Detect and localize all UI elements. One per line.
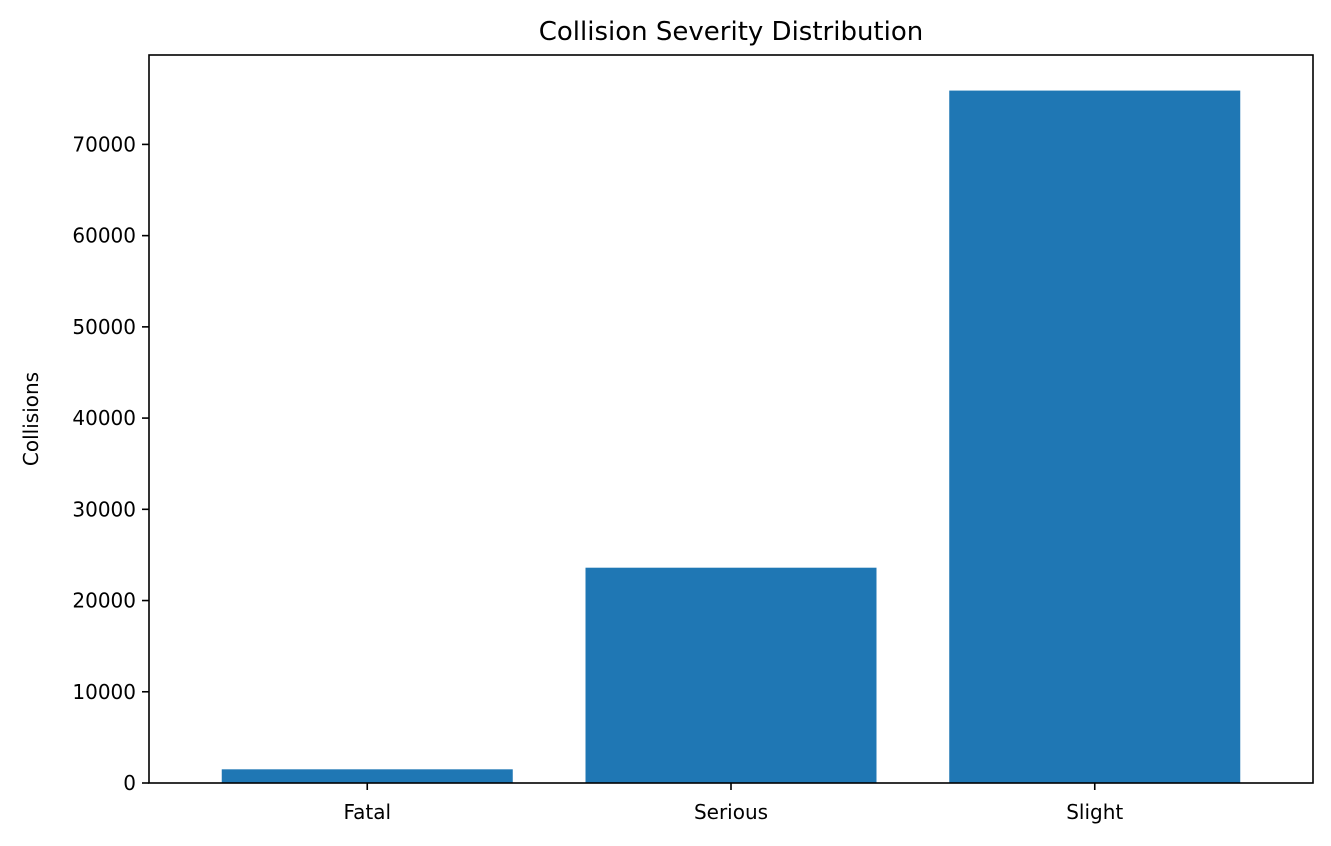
y-tick-label: 30000	[72, 497, 136, 521]
plot-area-frame	[148, 54, 1314, 784]
x-tick-label: Fatal	[343, 800, 391, 824]
y-tick-label: 70000	[72, 132, 136, 156]
bar-serious	[585, 567, 877, 783]
y-axis-label: Collisions	[19, 372, 43, 466]
x-tick-label: Serious	[694, 800, 768, 824]
y-tick-label: 10000	[72, 680, 136, 704]
y-tick-label: 40000	[72, 406, 136, 430]
bar-slight	[949, 90, 1241, 783]
y-tick-label: 20000	[72, 589, 136, 613]
y-tick-label: 0	[123, 771, 136, 795]
bars-group	[221, 90, 1241, 783]
y-axis-ticks: 0 10000 20000 30000 40000 50000 60000 70000	[72, 132, 149, 795]
x-tick-label: Slight	[1066, 800, 1123, 824]
bar-fatal	[221, 769, 513, 783]
y-tick-label: 50000	[72, 315, 136, 339]
y-tick-label: 60000	[72, 224, 136, 248]
x-axis-ticks: Fatal Serious Slight	[343, 783, 1123, 824]
chart-title: Collision Severity Distribution	[539, 17, 923, 47]
